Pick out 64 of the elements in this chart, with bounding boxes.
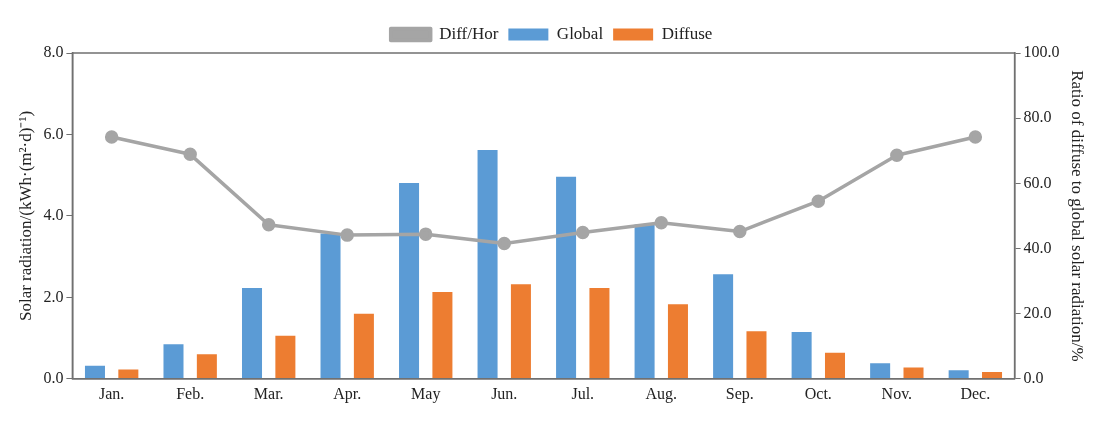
x-tick-label: Apr. bbox=[333, 384, 362, 403]
point bbox=[104, 130, 119, 144]
point bbox=[654, 215, 669, 230]
bar bbox=[824, 352, 845, 379]
y2-tick-label: 20.0 bbox=[1023, 303, 1052, 321]
bar bbox=[556, 176, 577, 379]
y2-tick-label: 60.0 bbox=[1023, 173, 1052, 191]
bar bbox=[320, 233, 341, 379]
x-tick-label: Mar. bbox=[253, 384, 284, 402]
x-tick-label: Dec. bbox=[960, 384, 991, 402]
legend-label: Global bbox=[556, 23, 604, 43]
y-tick-label: 8.0 bbox=[43, 43, 64, 61]
x-tick-label: Jan. bbox=[98, 384, 125, 402]
bar bbox=[163, 344, 184, 379]
bar bbox=[713, 274, 734, 379]
x-tick-label: Jun. bbox=[491, 384, 518, 402]
point bbox=[576, 225, 590, 240]
bar bbox=[477, 149, 498, 379]
bar bbox=[948, 370, 969, 379]
x-tick-label: Oct. bbox=[804, 384, 832, 402]
point bbox=[890, 148, 904, 163]
y2-tick-label: 80.0 bbox=[1023, 108, 1052, 126]
point bbox=[497, 236, 511, 251]
bar bbox=[746, 331, 767, 379]
x-tick-label: Aug. bbox=[645, 384, 678, 403]
y2-tick-label: 100.0 bbox=[1023, 43, 1060, 61]
bar bbox=[589, 287, 610, 379]
bar bbox=[432, 292, 453, 379]
bar bbox=[870, 363, 891, 379]
bar bbox=[196, 354, 217, 379]
point bbox=[968, 130, 983, 144]
bar bbox=[982, 371, 1003, 379]
y-tick-label: 0.0 bbox=[43, 369, 64, 386]
x-tick-label: May bbox=[411, 384, 441, 403]
x-tick-label: Nov. bbox=[881, 384, 913, 402]
bar bbox=[242, 287, 263, 379]
point bbox=[183, 147, 197, 162]
legend-label: Diffuse bbox=[661, 23, 713, 43]
y-axis-title: Solar radiation/(kWh·(m²·d)⁻¹) bbox=[15, 110, 35, 322]
bar bbox=[667, 304, 688, 379]
bar bbox=[510, 284, 531, 379]
point bbox=[340, 228, 354, 242]
point bbox=[261, 217, 276, 232]
x-tick-label: Feb. bbox=[176, 384, 205, 402]
y-tick-label: 6.0 bbox=[43, 124, 64, 142]
bar bbox=[634, 224, 655, 379]
point bbox=[733, 224, 747, 239]
legend-label: Diff/Hor bbox=[439, 23, 499, 43]
y2-axis-title: Ratio of diffuse to global solar radiation/% bbox=[1068, 70, 1088, 362]
y2-tick-label: 40.0 bbox=[1023, 238, 1052, 256]
y2-tick-label: 0.0 bbox=[1023, 369, 1044, 386]
bar bbox=[353, 313, 374, 379]
y-tick-label: 4.0 bbox=[43, 206, 64, 224]
point bbox=[811, 194, 826, 208]
x-tick-label: Jul. bbox=[571, 384, 595, 402]
point bbox=[418, 227, 433, 241]
bar bbox=[84, 365, 105, 379]
x-tick-label: Sep. bbox=[725, 384, 754, 403]
bar bbox=[903, 367, 924, 379]
bar bbox=[275, 335, 296, 379]
bar bbox=[399, 182, 420, 379]
bar bbox=[791, 331, 812, 379]
bar bbox=[118, 369, 139, 379]
y-tick-label: 2.0 bbox=[43, 287, 64, 305]
